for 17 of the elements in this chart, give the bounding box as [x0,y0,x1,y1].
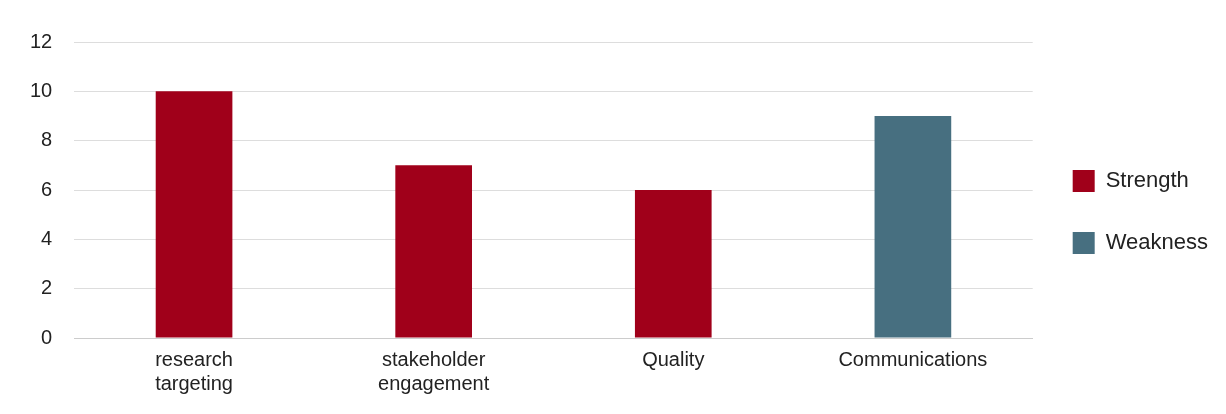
bar [395,165,472,338]
y-tick-label: 0 [41,325,53,348]
y-tick-label: 10 [30,78,53,101]
legend-label: Strength [1105,167,1189,193]
legend-label: Weakness [1105,229,1208,255]
x-tick-label: research targeting [155,347,233,394]
y-tick-label: 8 [41,128,53,151]
x-tick-label: stakeholder engagement [378,347,490,394]
bar [874,116,952,338]
bar [155,91,233,338]
x-tick-label: Quality [642,347,705,370]
y-tick-label: 6 [41,177,53,200]
x-tick-label: Communications [838,347,988,370]
y-tick-label: 4 [41,226,53,249]
bar [634,190,712,338]
y-tick-label: 12 [30,29,53,52]
y-tick-label: 2 [41,276,53,299]
